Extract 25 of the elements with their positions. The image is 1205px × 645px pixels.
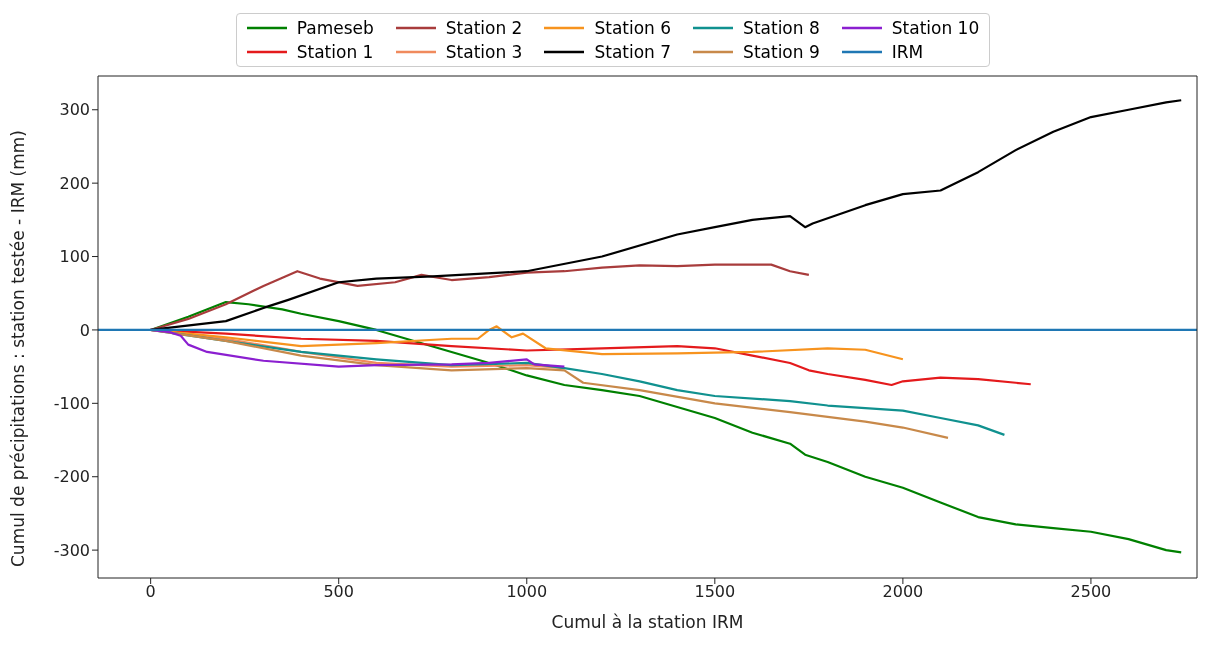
x-axis-title: Cumul à la station IRM [551, 612, 744, 632]
legend-label: Station 2 [445, 18, 523, 38]
x-tick-label: 500 [323, 582, 354, 602]
legend-label: IRM [891, 42, 924, 62]
y-tick-label: -200 [53, 467, 90, 487]
x-tick-label: 2000 [882, 582, 924, 602]
y-tick-label: -100 [53, 394, 90, 414]
y-tick-label: 100 [59, 247, 90, 267]
legend-label: Station 9 [743, 42, 820, 62]
y-tick-label: -300 [53, 540, 90, 560]
y-tick-label: 200 [59, 173, 90, 193]
y-tick-label: 300 [59, 100, 90, 120]
y-tick-label: 0 [79, 320, 90, 340]
legend-label: Pameseb [296, 18, 374, 38]
legend-label: Station 10 [891, 18, 980, 38]
legend-label: Station 3 [445, 42, 523, 62]
x-tick-label: 2500 [1070, 582, 1112, 602]
y-axis-title: Cumul de précipitations : station testée - IRM (mm) [8, 130, 29, 567]
legend-label: Station 8 [743, 18, 820, 38]
x-tick-label: 1000 [506, 582, 548, 602]
legend-label: Station 1 [296, 42, 374, 62]
legend-label: Station 6 [594, 18, 672, 38]
x-tick-label: 0 [145, 582, 156, 602]
x-tick-label: 1500 [694, 582, 736, 602]
legend-label: Station 7 [594, 42, 672, 62]
